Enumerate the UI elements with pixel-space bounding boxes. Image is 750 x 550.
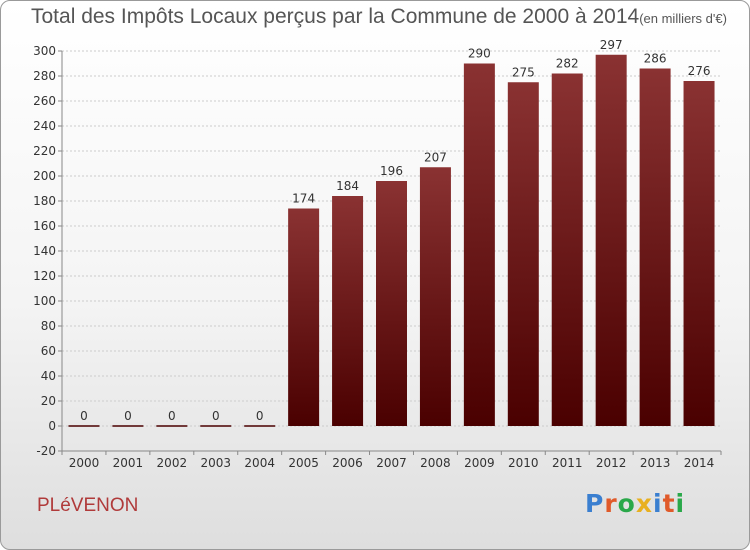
bars: 0 0 0 0 0 174 184 196 207 290 275 282 297 286 276 xyxy=(68,38,715,427)
y-tick-label: 100 xyxy=(33,294,56,308)
bar xyxy=(288,208,320,426)
data-label: 276 xyxy=(688,64,711,78)
logo-letter: x xyxy=(635,489,653,518)
data-label: 0 xyxy=(80,409,88,423)
bar xyxy=(507,82,539,426)
y-tick-label: 0 xyxy=(48,419,56,433)
y-tick-label: 20 xyxy=(41,394,56,408)
data-label: 290 xyxy=(468,47,491,61)
y-tick-label: 300 xyxy=(33,44,56,58)
x-tick-label: 2006 xyxy=(332,456,363,470)
data-label: 0 xyxy=(124,409,132,423)
commune-name: PLéVENON xyxy=(37,495,139,516)
logo-letter: o xyxy=(617,489,636,518)
data-label: 286 xyxy=(644,52,667,66)
x-tick-label: 2008 xyxy=(420,456,451,470)
y-tick-label: 240 xyxy=(33,119,56,133)
data-label: 196 xyxy=(380,164,403,178)
logo-letter: i xyxy=(653,489,663,518)
data-label: 0 xyxy=(212,409,220,423)
y-tick-label: 40 xyxy=(41,369,56,383)
logo-letter: P xyxy=(585,489,605,518)
x-tick-label: 2003 xyxy=(200,456,231,470)
data-label: 0 xyxy=(168,409,176,423)
bar xyxy=(376,181,407,426)
chart-title-text: Total des Impôts Locaux perçus par la Co… xyxy=(31,5,640,28)
x-tick-label: 2010 xyxy=(508,456,539,470)
chart-title: Total des Impôts Locaux perçus par la Co… xyxy=(31,5,727,29)
y-tick-label: 280 xyxy=(33,69,56,83)
bar xyxy=(683,81,715,426)
y-tick-label: 60 xyxy=(41,344,56,358)
x-axis-tick-labels: 2000 2001 2002 2003 2004 2005 2006 2007 2008 2009… xyxy=(61,451,722,470)
x-tick-label: 2002 xyxy=(157,456,188,470)
bar xyxy=(595,54,627,426)
x-tick-label: 2004 xyxy=(244,456,275,470)
logo-letter: i xyxy=(675,489,686,518)
y-tick-label: 260 xyxy=(33,94,56,108)
bar xyxy=(639,68,671,426)
axes xyxy=(61,51,721,452)
x-tick-label: 2012 xyxy=(596,456,627,470)
data-label: 275 xyxy=(512,65,535,79)
x-tick-label: 2014 xyxy=(684,456,715,470)
bar xyxy=(332,196,364,426)
x-tick-label: 2000 xyxy=(69,456,100,470)
data-label: 184 xyxy=(336,179,359,193)
data-label: 297 xyxy=(600,38,623,52)
y-tick-label: -20 xyxy=(36,444,56,458)
y-tick-label: 180 xyxy=(33,194,56,208)
x-tick-label: 2009 xyxy=(464,456,495,470)
x-tick-label: 2011 xyxy=(552,456,583,470)
data-label: 174 xyxy=(292,192,315,206)
x-tick-label: 2005 xyxy=(288,456,319,470)
y-tick-label: 160 xyxy=(33,219,56,233)
data-label: 207 xyxy=(424,150,447,164)
data-label: 0 xyxy=(256,409,264,423)
x-tick-label: 2007 xyxy=(376,456,407,470)
y-tick-label: 120 xyxy=(33,269,56,283)
bar xyxy=(419,167,451,426)
y-tick-label: 140 xyxy=(33,244,56,258)
data-label: 282 xyxy=(556,57,579,71)
logo-letter: t xyxy=(662,489,676,518)
y-tick-label: 200 xyxy=(33,169,56,183)
y-tick-label: 80 xyxy=(41,319,56,333)
y-tick-label: 220 xyxy=(33,144,56,158)
logo-letter: r xyxy=(604,489,618,518)
x-tick-label: 2013 xyxy=(640,456,671,470)
proxiti-logo[interactable]: Proxiti xyxy=(585,489,685,518)
bar xyxy=(463,63,495,426)
x-tick-label: 2001 xyxy=(113,456,144,470)
y-axis-tick-labels: -20 0 20 40 60 80 100 120 140 160 180 200 220 240 260 2… xyxy=(33,44,56,458)
chart-unit: (en milliers d'€) xyxy=(639,11,727,26)
bar xyxy=(551,73,583,426)
